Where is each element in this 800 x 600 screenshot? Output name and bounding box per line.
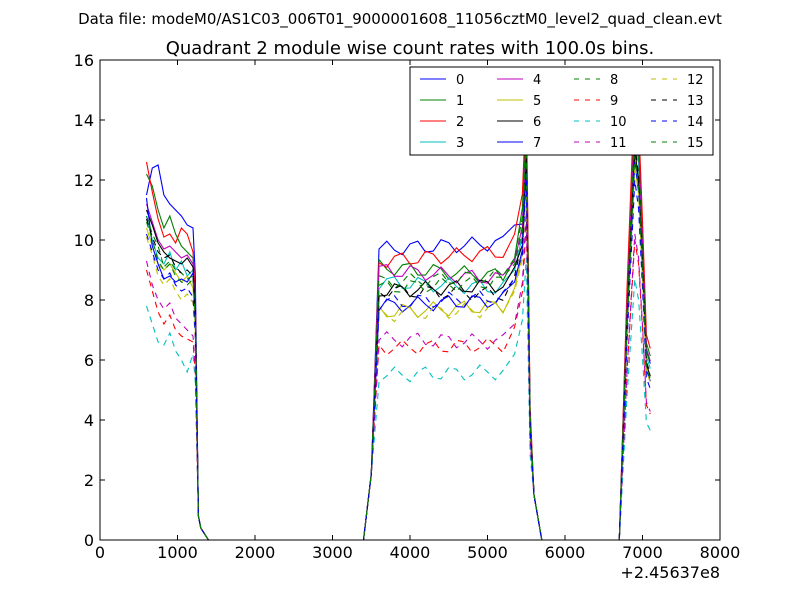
series-line-13 — [145, 143, 651, 540]
legend-frame — [409, 66, 714, 156]
legend-label-14: 14 — [687, 115, 704, 130]
figure-suptitle: Data file: modeM0/AS1C03_006T01_90000016… — [78, 10, 722, 29]
y-tick-label: 12 — [74, 171, 94, 190]
legend-label-8: 8 — [610, 73, 618, 88]
legend-label-0: 0 — [456, 73, 464, 88]
x-offset-label: +2.45637e8 — [620, 563, 720, 582]
legend-label-11: 11 — [610, 136, 627, 151]
legend-label-2: 2 — [456, 115, 464, 130]
series-line-3 — [145, 131, 651, 540]
x-tick-label: 3000 — [312, 543, 353, 562]
chart-title: Quadrant 2 module wise count rates with … — [166, 38, 655, 59]
y-tick-label: 2 — [84, 471, 94, 490]
x-tick-label: 6000 — [545, 543, 586, 562]
y-tick-label: 0 — [84, 531, 94, 550]
legend-label-9: 9 — [610, 94, 618, 109]
legend-label-1: 1 — [456, 94, 464, 109]
ticks-layer: 0 1000 2000 3000 4000 5000 6000 7000 80000246810… — [74, 51, 741, 562]
series-line-14 — [145, 173, 651, 540]
x-tick-label: 8000 — [700, 543, 741, 562]
legend-label-12: 12 — [687, 73, 704, 88]
y-tick-label: 8 — [84, 291, 94, 310]
series-line-11 — [145, 209, 651, 540]
legend-label-10: 10 — [610, 115, 627, 130]
series-line-10 — [145, 257, 651, 540]
x-tick-label: 1000 — [157, 543, 198, 562]
legend-label-15: 15 — [687, 136, 704, 151]
y-tick-label: 16 — [74, 51, 94, 70]
legend-label-13: 13 — [687, 94, 704, 109]
y-tick-label: 4 — [84, 411, 94, 430]
series-line-8 — [145, 119, 651, 540]
x-tick-label: 5000 — [467, 543, 508, 562]
legend-label-4: 4 — [533, 73, 541, 88]
legend-label-7: 7 — [533, 136, 541, 151]
y-tick-label: 10 — [74, 231, 94, 250]
y-tick-label: 6 — [84, 351, 94, 370]
x-tick-label: 7000 — [622, 543, 663, 562]
series-line-15 — [145, 143, 651, 540]
series-layer — [145, 83, 651, 540]
series-line-1 — [146, 101, 651, 540]
series-line-0 — [145, 119, 651, 540]
series-line-4 — [145, 113, 651, 540]
x-tick-label: 4000 — [390, 543, 431, 562]
y-tick-label: 14 — [74, 111, 94, 130]
x-tick-label: 2000 — [235, 543, 276, 562]
legend-label-6: 6 — [533, 115, 541, 130]
series-line-7 — [145, 161, 651, 540]
x-tick-label: 0 — [95, 543, 105, 562]
legend-label-5: 5 — [533, 94, 541, 109]
series-line-12 — [145, 164, 651, 540]
legend-label-3: 3 — [456, 136, 464, 151]
